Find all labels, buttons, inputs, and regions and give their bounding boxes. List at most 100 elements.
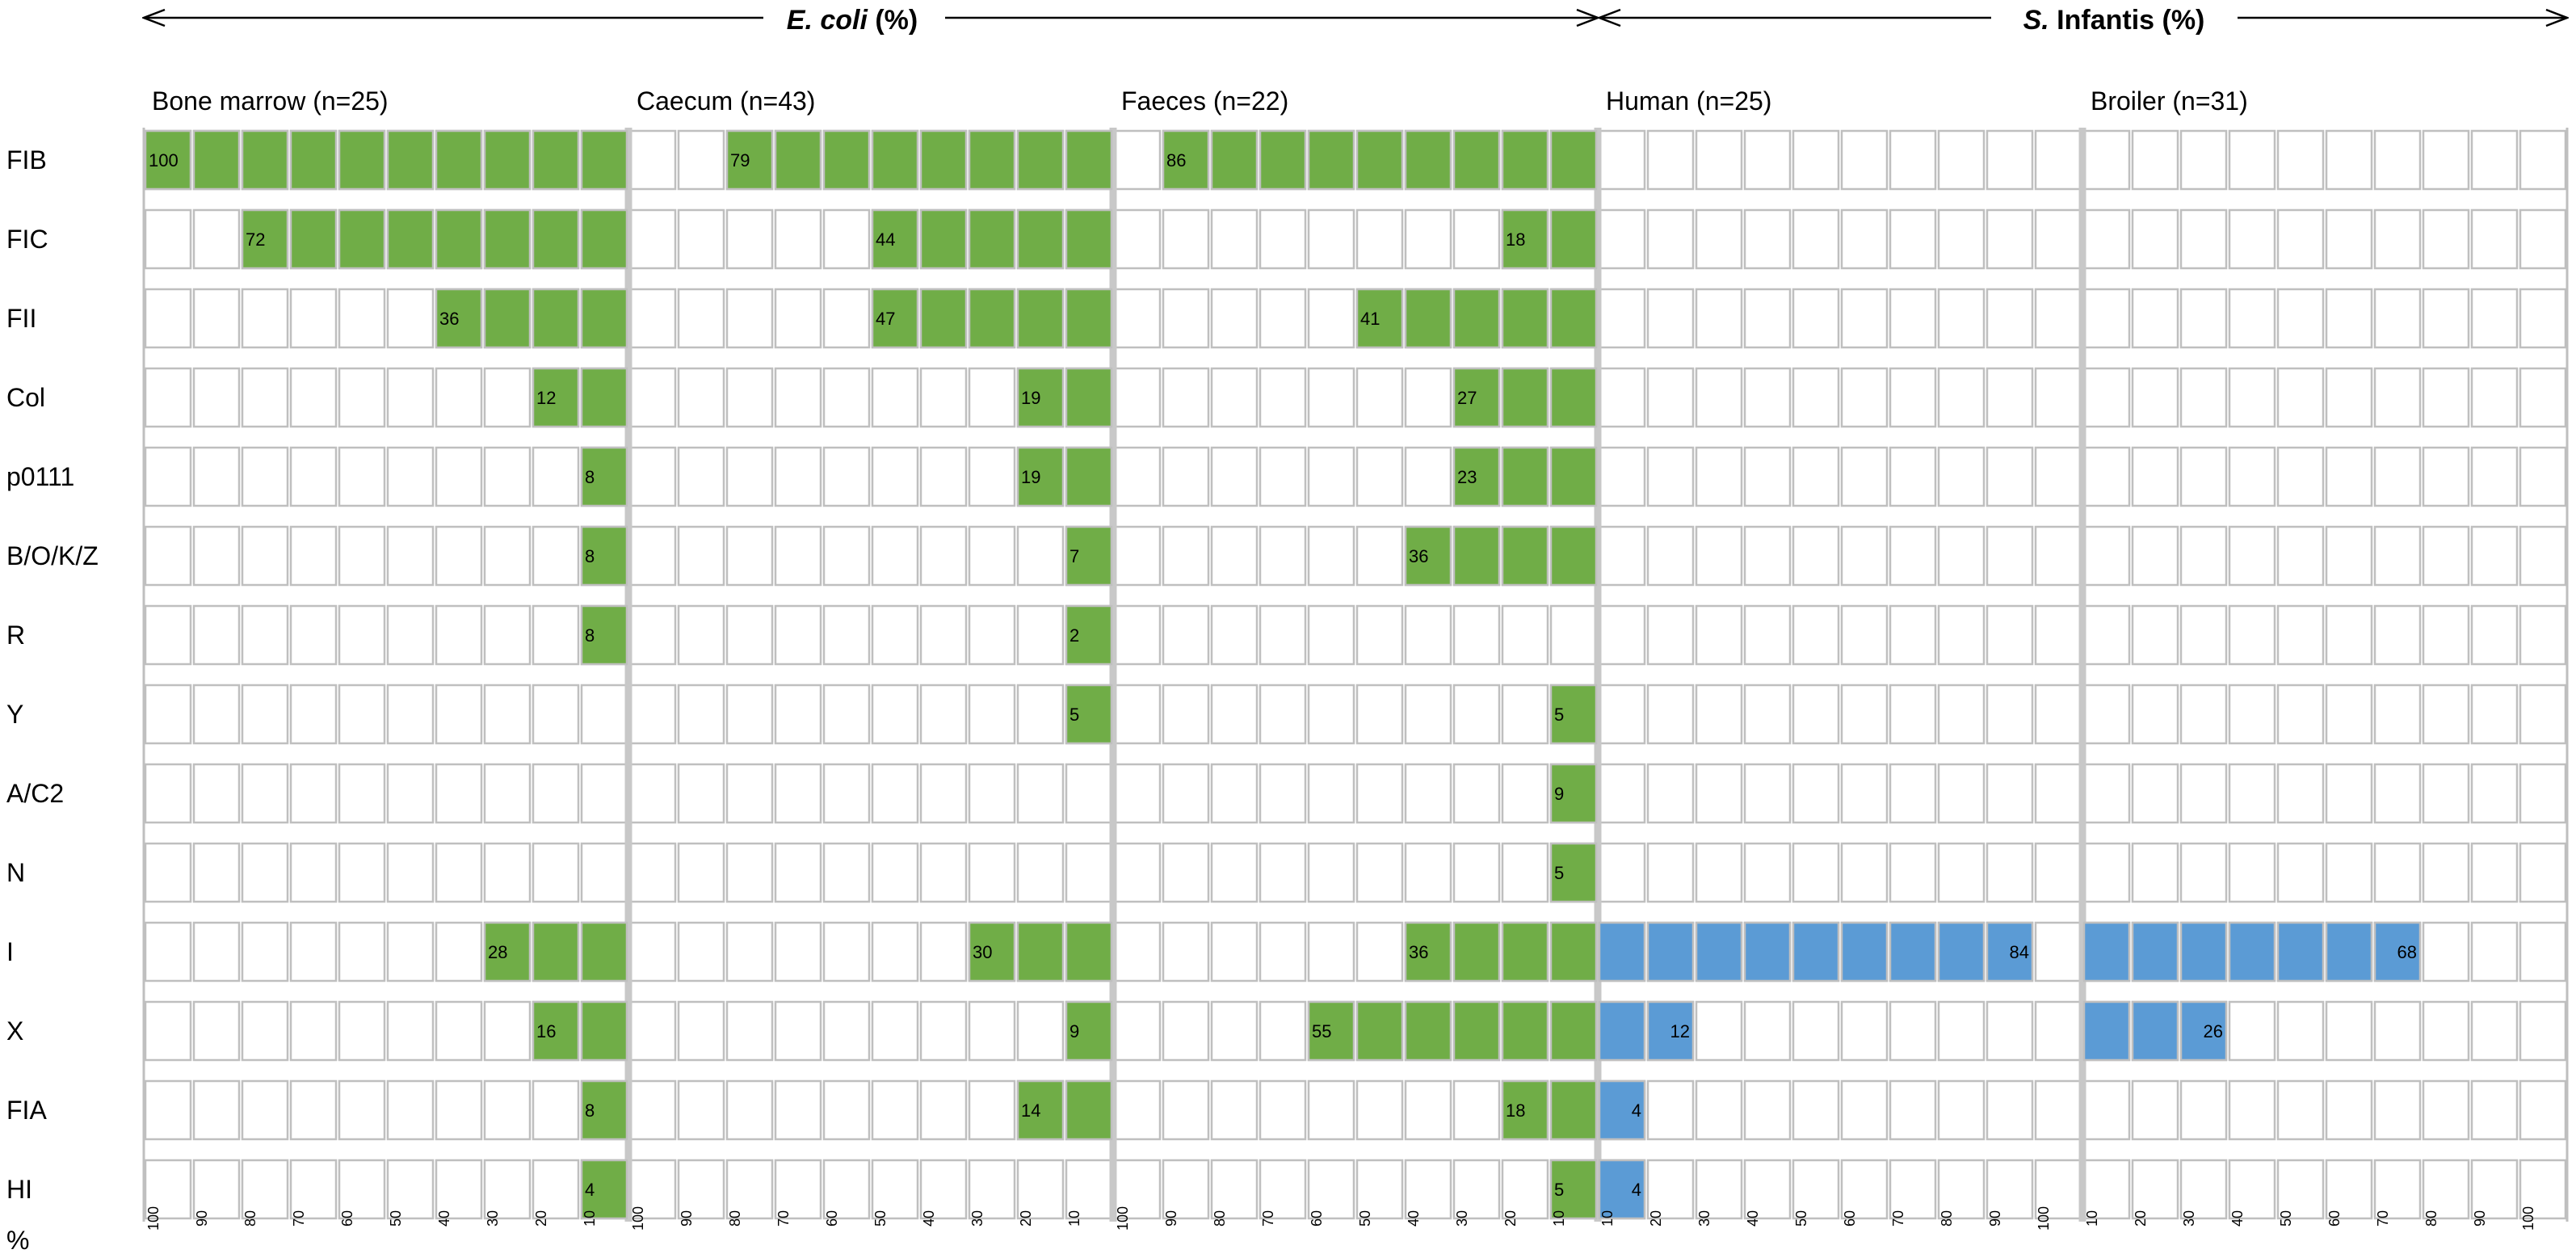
grid-cell xyxy=(725,446,774,507)
grid-cell xyxy=(871,525,919,587)
grid-cell xyxy=(725,1000,774,1062)
grid-cell xyxy=(1889,842,1937,903)
grid-cell xyxy=(241,367,289,428)
bar-cell xyxy=(386,129,435,191)
row-label: HI xyxy=(6,1175,32,1204)
grid-cell xyxy=(1355,446,1404,507)
grid-cell xyxy=(1162,208,1210,270)
data-label: 26 xyxy=(2204,1021,2223,1041)
grid-cell xyxy=(1792,288,1840,349)
grid-cell xyxy=(1598,288,1646,349)
tick-label: 100 xyxy=(145,1206,162,1231)
grid-cell xyxy=(871,604,919,666)
grid-cell xyxy=(2519,921,2567,982)
data-label: 79 xyxy=(730,150,750,170)
grid-cell xyxy=(289,1079,338,1141)
grid-cell xyxy=(2519,208,2567,270)
tick-label: 80 xyxy=(2423,1210,2439,1226)
grid-cell xyxy=(241,1159,289,1220)
grid-cell xyxy=(1792,842,1840,903)
grid-cell xyxy=(2034,288,2082,349)
grid-cell xyxy=(919,684,968,745)
row-label: I xyxy=(6,937,14,966)
grid-cell xyxy=(1598,763,1646,824)
grid-cell xyxy=(2034,367,2082,428)
bar-cell xyxy=(1549,208,1598,270)
grid-cell xyxy=(2470,604,2519,666)
grid-cell xyxy=(2325,208,2373,270)
grid-cell xyxy=(968,763,1016,824)
grid-cell xyxy=(1113,525,1162,587)
grid-cell xyxy=(2373,1159,2422,1220)
grid-cell xyxy=(1307,1159,1355,1220)
grid-cell xyxy=(532,1159,580,1220)
grid-cell xyxy=(1259,604,1307,666)
grid-cell xyxy=(532,1079,580,1141)
data-label: 55 xyxy=(1312,1021,1331,1041)
grid-cell xyxy=(532,684,580,745)
bar-cell xyxy=(2131,921,2179,982)
grid-cell xyxy=(1355,1159,1404,1220)
grid-cell xyxy=(2373,208,2422,270)
grid-cell xyxy=(2470,1079,2519,1141)
grid-cell xyxy=(2519,129,2567,191)
grid-cell xyxy=(677,604,725,666)
row-label: R xyxy=(6,621,25,650)
grid-cell xyxy=(2276,1079,2325,1141)
row-label: FII xyxy=(6,304,36,333)
grid-cell xyxy=(338,842,386,903)
grid-cell xyxy=(338,1079,386,1141)
grid-cell xyxy=(1937,1159,1986,1220)
bar-cell xyxy=(1016,208,1065,270)
tick-label: 10 xyxy=(1599,1210,1616,1226)
grid-cell xyxy=(1986,1000,2034,1062)
bar-cell xyxy=(1937,921,1986,982)
grid-cell xyxy=(2422,129,2470,191)
grid-cell xyxy=(628,446,677,507)
grid-cell xyxy=(725,525,774,587)
grid-cell xyxy=(1646,1079,1695,1141)
grid-cell xyxy=(774,367,822,428)
grid-cell xyxy=(822,921,871,982)
grid-cell xyxy=(725,367,774,428)
grid-cell xyxy=(1210,604,1259,666)
grid-cell xyxy=(871,921,919,982)
row-label: Y xyxy=(6,700,23,729)
bar-cell xyxy=(1259,129,1307,191)
grid-cell xyxy=(2131,288,2179,349)
data-label: 36 xyxy=(439,309,459,329)
grid-cell xyxy=(435,1079,483,1141)
bar-cell xyxy=(1404,525,1452,587)
grid-cell xyxy=(725,684,774,745)
grid-cell xyxy=(1986,604,2034,666)
grid-cell xyxy=(1259,367,1307,428)
grid-cell xyxy=(1792,525,1840,587)
grid-cell xyxy=(2179,129,2228,191)
grid-cell xyxy=(677,525,725,587)
bar-cell xyxy=(2228,921,2276,982)
grid-cell xyxy=(2034,1079,2082,1141)
bar-cell xyxy=(1016,288,1065,349)
grid-cell xyxy=(386,288,435,349)
grid-cell xyxy=(2179,763,2228,824)
data-label: 5 xyxy=(1069,705,1079,725)
grid-cell xyxy=(338,288,386,349)
grid-cell xyxy=(725,763,774,824)
grid-cell xyxy=(725,208,774,270)
grid-cell xyxy=(338,921,386,982)
grid-cell xyxy=(1646,208,1695,270)
grid-cell xyxy=(1065,1159,1113,1220)
grid-cell xyxy=(1307,208,1355,270)
grid-cell xyxy=(144,684,192,745)
grid-cell xyxy=(1259,921,1307,982)
bar-cell xyxy=(1549,921,1598,982)
grid-cell xyxy=(677,921,725,982)
grid-cell xyxy=(677,842,725,903)
grid-cell xyxy=(241,763,289,824)
grid-cell xyxy=(968,367,1016,428)
grid-cell xyxy=(2422,367,2470,428)
grid-cell xyxy=(2034,763,2082,824)
bar-cell xyxy=(1549,1079,1598,1141)
grid-cell xyxy=(2373,446,2422,507)
bar-cell xyxy=(1065,921,1113,982)
